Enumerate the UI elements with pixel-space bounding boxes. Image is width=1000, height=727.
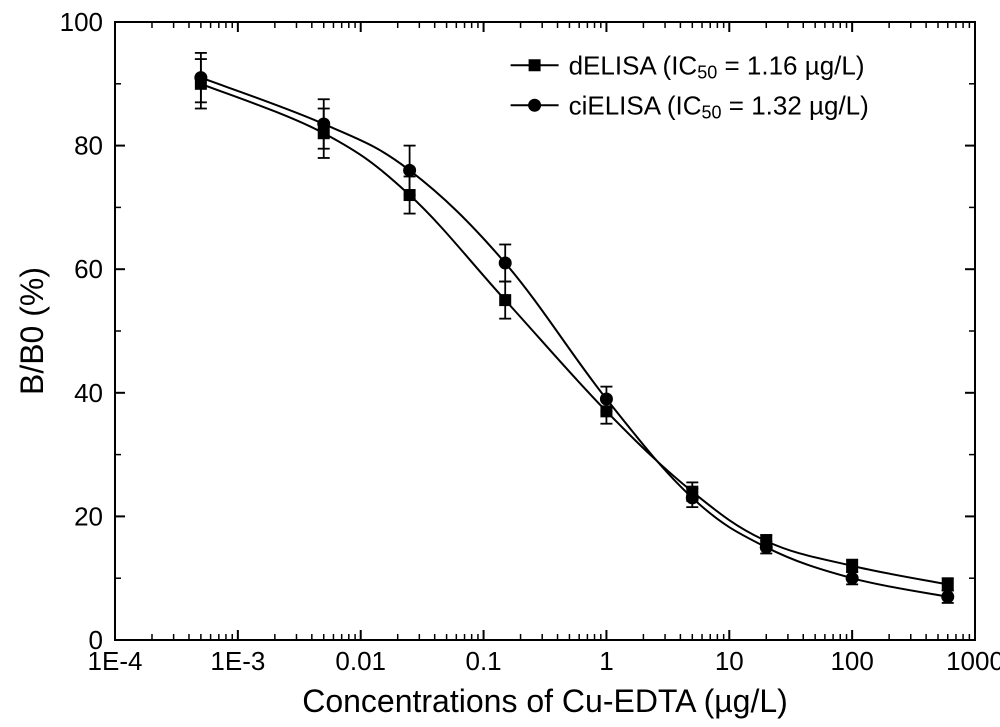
ytick-label: 20 [74, 501, 103, 531]
xtick-label: 1 [599, 646, 613, 676]
legend-label: dELISA (IC50 = 1.16 µg/L) [569, 50, 865, 82]
ytick-label: 80 [74, 131, 103, 161]
ytick-label: 60 [74, 254, 103, 284]
y-axis-label: B/B0 (%) [14, 267, 50, 395]
ytick-label: 100 [60, 7, 103, 37]
xtick-label: 1E-3 [210, 646, 265, 676]
xtick-label: 10 [715, 646, 744, 676]
legend: dELISA (IC50 = 1.16 µg/L) ciELISA (IC50 =… [511, 50, 869, 122]
ytick-label: 40 [74, 378, 103, 408]
xtick-label: 100 [830, 646, 873, 676]
series-ciELISA [194, 53, 954, 603]
chart-container: 1E-41E-30.010.11101001000020406080100Con… [0, 0, 1000, 727]
ytick-label: 0 [89, 625, 103, 655]
xtick-label: 0.1 [465, 646, 501, 676]
xtick-label: 1000 [946, 646, 1000, 676]
x-axis-label: Concentrations of Cu-EDTA (µg/L) [302, 683, 788, 719]
series-dELISA [195, 59, 954, 590]
legend-label: ciELISA (IC50 = 1.32 µg/L) [569, 90, 869, 122]
elisa-chart: 1E-41E-30.010.11101001000020406080100Con… [0, 0, 1000, 727]
xtick-label: 0.01 [335, 646, 386, 676]
